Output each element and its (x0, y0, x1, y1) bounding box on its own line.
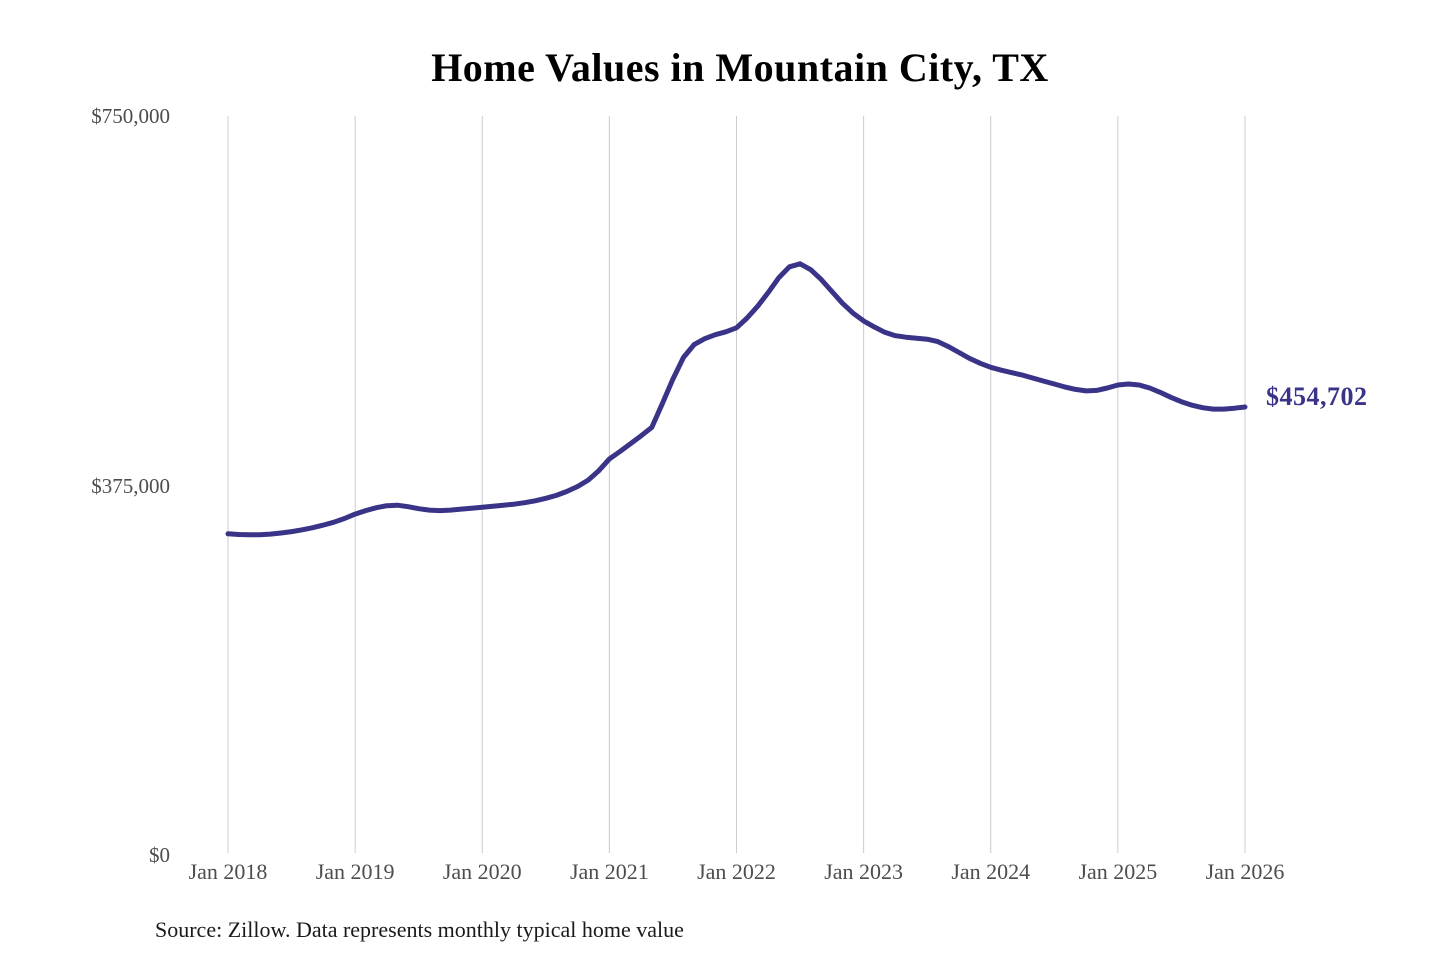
y-axis-tick-label-750k: $750,000 (91, 104, 170, 128)
x-axis-tick-label: Jan 2026 (1205, 859, 1285, 884)
x-axis-labels: Jan 2018 Jan 2019 Jan 2020 Jan 2021 Jan 2022… (0, 859, 1440, 889)
x-axis-tick-label: Jan 2022 (697, 859, 776, 884)
y-axis-tick-label-0: $0 (149, 843, 170, 867)
x-axis-tick-label: Jan 2023 (824, 859, 904, 884)
x-axis-tick-label: Jan 2025 (1078, 859, 1158, 884)
x-axis-tick-label: Jan 2019 (315, 859, 395, 884)
value-line (225, 261, 1248, 538)
chart-title: Home Values in Mountain City, TX (431, 45, 1049, 90)
y-axis-tick-label-375k: $375,000 (91, 474, 170, 498)
x-axis-tick-label: Jan 2024 (951, 859, 1031, 884)
x-axis-tick-label: Jan 2021 (569, 859, 649, 884)
end-value-label: $454,702 (1266, 382, 1368, 411)
gridlines-group (227, 116, 1246, 853)
source-note: Source: Zillow. Data represents monthly … (155, 917, 684, 942)
x-axis-tick-label: Jan 2018 (188, 859, 268, 884)
x-axis-tick-label: Jan 2020 (442, 859, 522, 884)
